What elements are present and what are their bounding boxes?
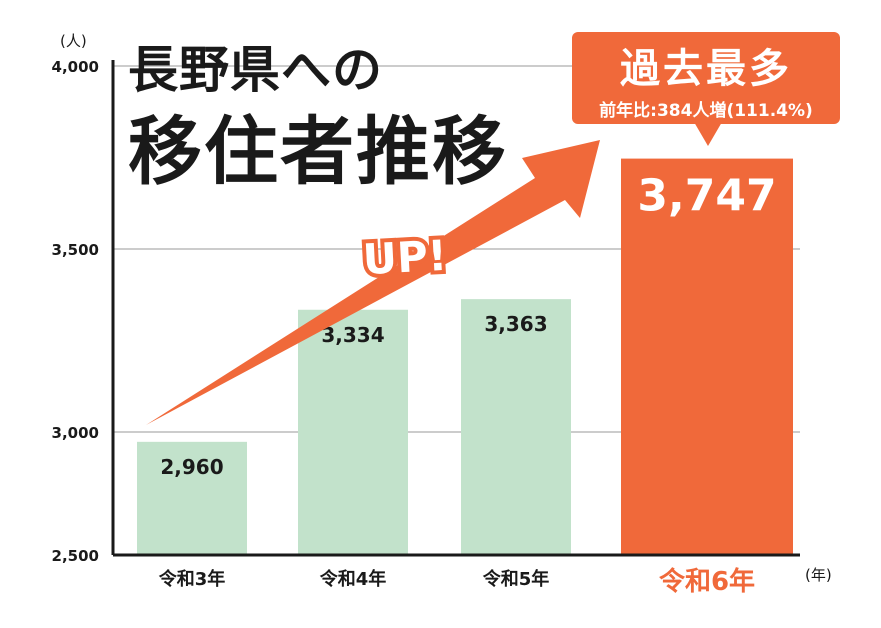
x-tick-label: 令和4年: [319, 568, 387, 590]
callout-headline: 過去最多: [620, 46, 792, 92]
bar: [621, 158, 793, 555]
y-tick-label: 4,000: [52, 58, 99, 76]
bar-value-label: 3,334: [321, 323, 384, 347]
y-tick-label: 3,500: [52, 241, 99, 259]
up-arrow-icon: [146, 140, 600, 425]
record-callout: 過去最多 前年比:384人増(111.4%): [572, 32, 840, 146]
bar: [461, 299, 571, 555]
bar-value-label: 3,747: [637, 171, 776, 222]
chart-title-line2: 移住者推移: [128, 109, 508, 195]
y-tick-label: 3,000: [52, 424, 99, 442]
arrow-label: UP!: [362, 231, 448, 284]
callout-detail: 前年比:384人増(111.4%): [599, 101, 813, 121]
x-tick-label: 令和5年: [482, 568, 550, 590]
bar-value-label: 2,960: [160, 455, 223, 479]
chart-title-line1: 長野県への: [128, 41, 383, 99]
y-tick-label: 2,500: [52, 547, 99, 565]
x-tick-label: 令和3年: [158, 568, 226, 590]
x-axis-unit: (年): [805, 566, 832, 584]
y-axis-unit: (人): [60, 32, 87, 50]
x-tick-label: 令和6年: [659, 566, 755, 597]
bar-value-label: 3,363: [484, 312, 547, 336]
bar: [137, 441, 247, 555]
bar: [298, 309, 408, 555]
